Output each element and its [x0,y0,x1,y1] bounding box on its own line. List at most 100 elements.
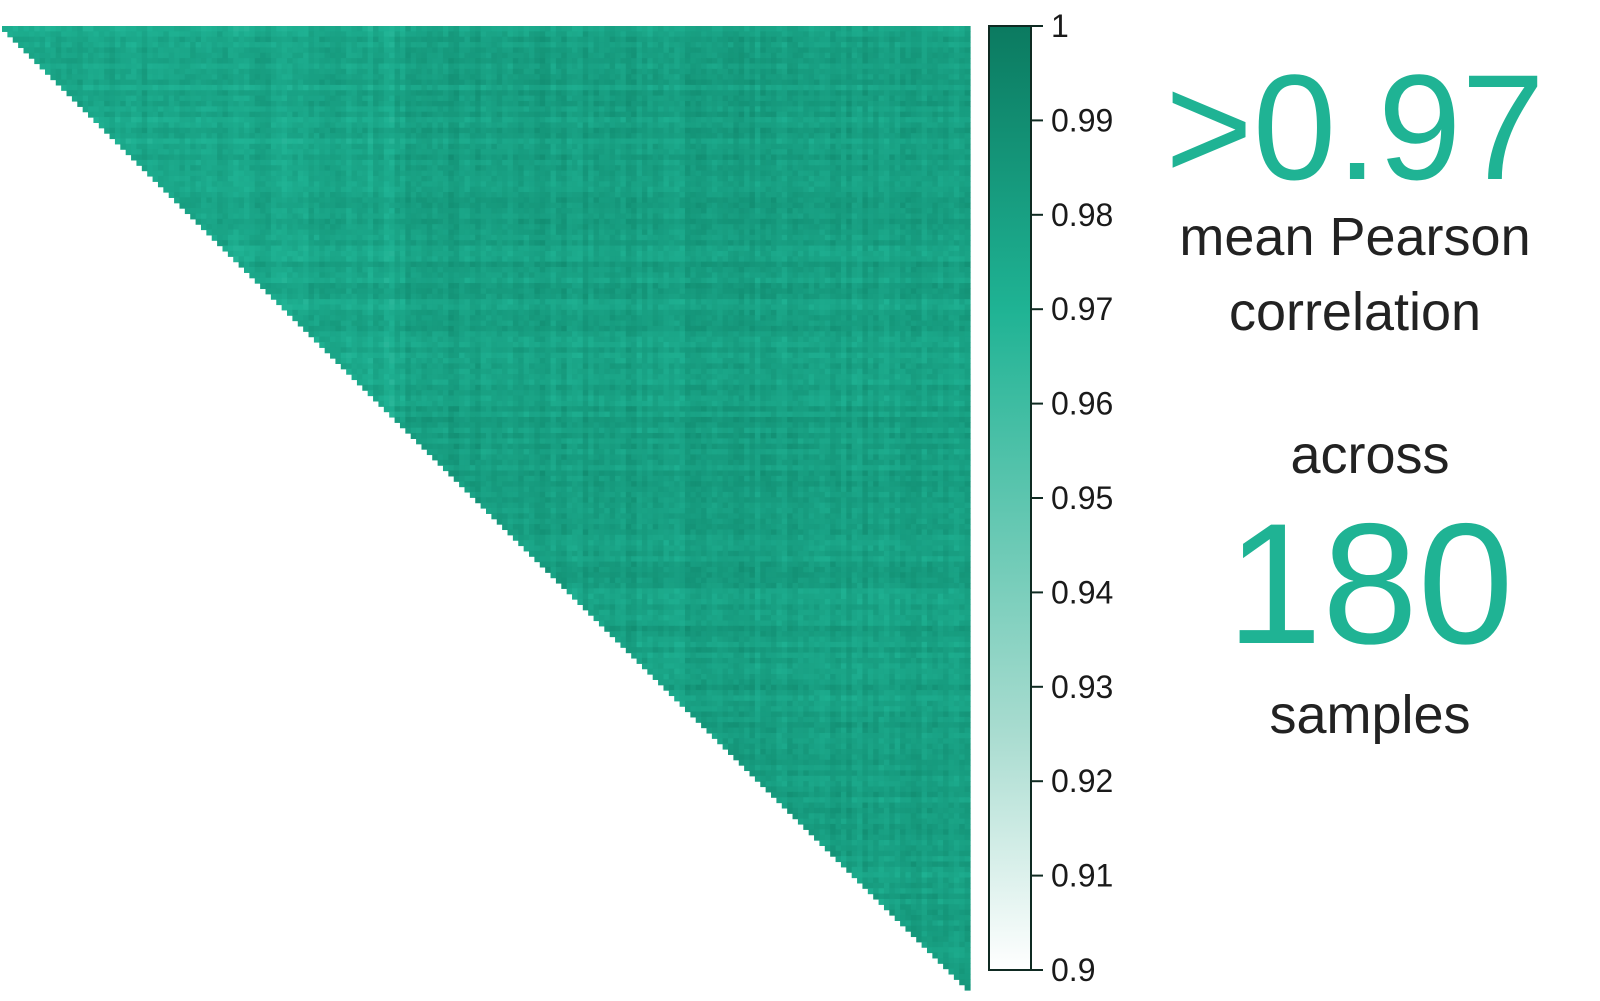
heatmap-cell [389,106,396,113]
heatmap-cell [448,111,455,118]
heatmap-cell [217,181,224,188]
heatmap-cell [803,95,810,102]
heatmap-cell [900,47,907,54]
heatmap-cell [690,74,697,81]
heatmap-cell [518,74,525,81]
heatmap-cell [857,36,864,43]
heatmap-cell [394,68,401,75]
heatmap-cell [227,31,234,38]
heatmap-cell [136,74,143,81]
heatmap-cell [878,79,885,86]
heatmap-cell [937,36,944,43]
heatmap-cell [421,74,428,81]
heatmap-cell [244,26,250,32]
heatmap-cell [878,159,885,166]
heatmap-cell [690,149,697,156]
heatmap-cell [937,111,944,118]
heatmap-cell [523,138,530,145]
heatmap-cell [539,159,546,166]
heatmap-cell [620,111,627,118]
heatmap-cell [491,111,498,118]
heatmap-cell [572,31,579,38]
heatmap-cell [652,90,659,97]
heatmap-cell [830,170,837,177]
heatmap-cell [464,47,471,54]
heatmap-cell [781,42,788,49]
heatmap-cell [222,175,229,182]
heatmap-cell [636,159,643,166]
heatmap-cell [464,122,471,129]
heatmap-cell [814,95,821,102]
heatmap-cell [787,127,794,134]
heatmap-cell [824,127,831,134]
heatmap-cell [534,111,541,118]
heatmap-cell [916,181,923,188]
heatmap-cell [362,165,369,172]
heatmap-cell [926,79,933,86]
heatmap-cell [620,181,627,188]
heatmap-cell [475,165,482,172]
heatmap-cell [281,74,288,81]
heatmap-cell [550,79,557,86]
heatmap-cell [292,31,299,38]
heatmap-cell [572,63,579,70]
heatmap-cell [797,181,804,188]
heatmap-cell [625,58,632,65]
heatmap-cell [367,106,374,113]
heatmap-cell [588,90,595,97]
heatmap-cell [475,84,482,91]
heatmap-cell [529,84,535,91]
heatmap-cell [959,175,966,182]
heatmap-cell [475,127,482,134]
heatmap-cell [410,26,417,32]
heatmap-cell [830,90,837,97]
heatmap-cell [303,100,310,107]
heatmap-cell [733,165,740,172]
heatmap-cell [728,175,734,182]
heatmap-cell [362,47,369,54]
heatmap-cell [545,95,552,102]
heatmap-cell [496,26,503,32]
heatmap-cell [857,165,864,172]
heatmap-cell [308,165,315,172]
heatmap-cell [641,79,648,86]
heatmap-cell [136,58,143,65]
heatmap-cell [846,26,853,32]
heatmap-cell [846,170,853,177]
heatmap-cell [184,36,191,43]
heatmap-cell [781,127,788,134]
heatmap-cell [926,36,933,43]
heatmap-cell [598,170,605,177]
heatmap-cell [803,117,810,123]
heatmap-cell [555,127,562,134]
heatmap-cell [577,149,584,156]
heatmap-cell [738,159,745,166]
heatmap-cell [846,117,853,123]
heatmap-cell [787,175,794,182]
heatmap-cell [66,79,73,86]
heatmap-cell [464,26,471,32]
heatmap-cell [733,122,740,129]
heatmap-cell [394,31,401,38]
heatmap-cell [378,138,385,145]
heatmap-cell [658,52,665,59]
heatmap-cell [846,100,853,107]
heatmap-cell [550,52,557,59]
heatmap-cell [717,74,724,81]
heatmap-cell [190,79,197,86]
heatmap-cell [319,143,326,150]
heatmap-cell [378,31,385,38]
heatmap-cell [195,133,202,140]
heatmap-cell [287,149,293,156]
heatmap-cell [873,100,880,107]
heatmap-cell [744,63,751,70]
heatmap-cell [254,159,261,166]
heatmap-cell [545,47,552,54]
heatmap-cell [147,143,154,150]
heatmap-cell [717,165,724,172]
heatmap-cell [244,63,250,70]
heatmap-cell [340,52,347,59]
heatmap-cell [324,84,331,91]
heatmap-cell [217,106,224,113]
heatmap-cell [211,159,218,166]
